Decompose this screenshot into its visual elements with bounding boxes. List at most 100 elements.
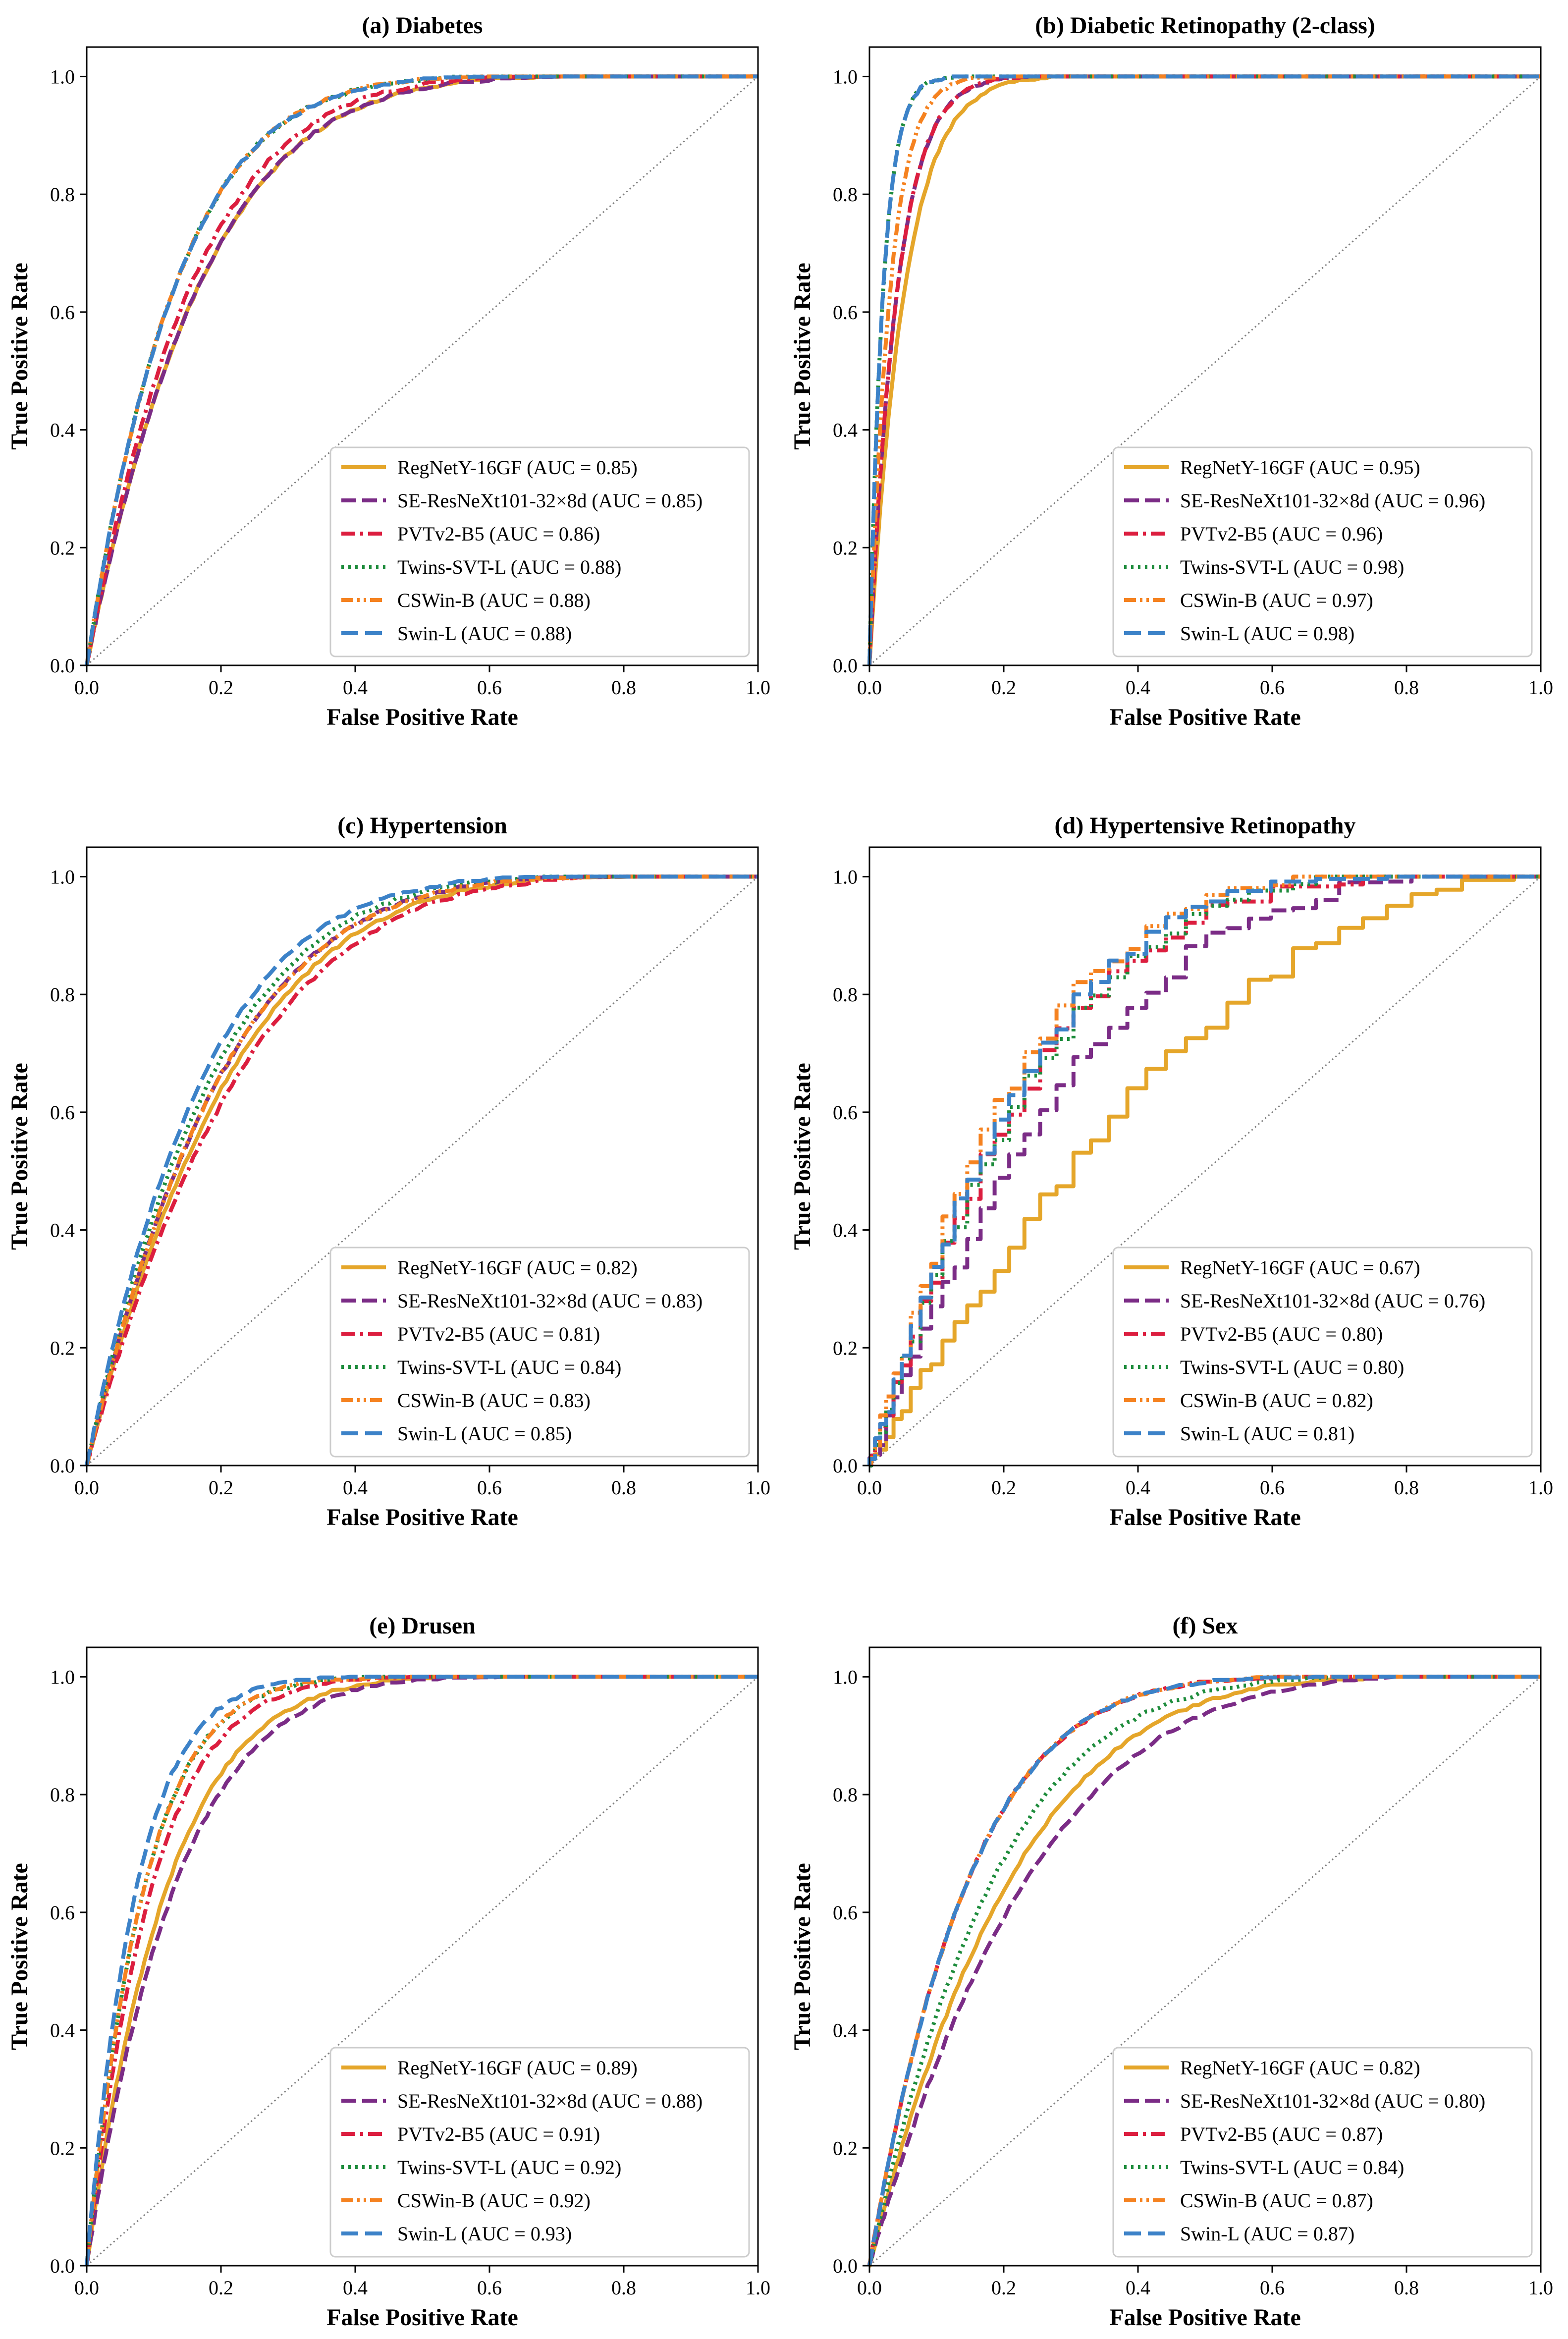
legend-box: [1112, 1247, 1533, 1458]
y-tick-label: 0.0: [50, 654, 75, 677]
legend-entry-label: CSWin-B (AUC = 0.82): [1180, 1389, 1373, 1412]
legend-entry-label: RegNetY-16GF (AUC = 0.67): [1180, 1256, 1420, 1279]
y-tick-label: 0.0: [833, 654, 858, 677]
roc-panel-5: (f) Sex 0.0 0.2 0.4 0.6 0.8 1.0 0.0 0.2 0.4 0.6 0.8…: [789, 1613, 1553, 2331]
legend-entry-label: CSWin-B (AUC = 0.83): [397, 1389, 591, 1412]
x-axis-label: False Positive Rate: [1109, 1504, 1301, 1530]
legend-entry-label: Swin-L (AUC = 0.87): [1180, 2223, 1354, 2245]
chance-diagonal-line: [869, 76, 1541, 666]
x-tick-label: 1.0: [746, 1476, 770, 1499]
legend-entry-label: RegNetY-16GF (AUC = 0.85): [397, 456, 638, 479]
roc-curve-twins-svt-l: [867, 1675, 1541, 2266]
x-tick-label: 0.2: [209, 676, 233, 699]
legend-entry-label: PVTv2-B5 (AUC = 0.86): [397, 523, 600, 545]
x-tick-label: 0.8: [611, 676, 636, 699]
x-tick-label: 0.0: [857, 1476, 882, 1499]
legend-entry-label: PVTv2-B5 (AUC = 0.87): [1180, 2123, 1383, 2145]
plot-frame: [868, 846, 1542, 1467]
x-tick-label: 0.4: [1126, 676, 1150, 699]
legend-box: [1112, 2047, 1533, 2258]
y-tick-label: 0.2: [833, 537, 858, 559]
x-tick-label: 0.2: [209, 2277, 233, 2299]
chance-diagonal-line: [869, 876, 1541, 1467]
y-tick-label: 1.0: [50, 65, 75, 88]
legend-entry-label: Swin-L (AUC = 0.81): [1180, 1422, 1354, 1445]
roc-curve-twins-svt-l: [869, 874, 1541, 1468]
legend-entry-label: PVTv2-B5 (AUC = 0.81): [397, 1323, 600, 1345]
x-tick-label: 1.0: [1528, 2277, 1553, 2299]
x-tick-label: 0.6: [1260, 1476, 1285, 1499]
chart-title: (d) Hypertensive Retinopathy: [1055, 813, 1356, 839]
x-tick-label: 0.6: [1260, 676, 1285, 699]
y-tick-label: 0.2: [50, 537, 75, 559]
roc-curve-cswin-b: [85, 1675, 758, 2266]
chart-title: (f) Sex: [1173, 1613, 1238, 1639]
x-tick-label: 1.0: [746, 2277, 770, 2299]
legend-entry-label: SE-ResNeXt101-32×8d (AUC = 0.96): [1180, 490, 1485, 512]
y-tick-label: 0.2: [50, 2137, 75, 2159]
y-tick-label: 0.8: [833, 1784, 858, 1806]
roc-curve-se-resnext101-32-8d: [867, 874, 1541, 1466]
x-tick-label: 0.6: [477, 1476, 502, 1499]
x-tick-label: 0.8: [1394, 1476, 1419, 1499]
legend-entry-label: SE-ResNeXt101-32×8d (AUC = 0.85): [397, 490, 703, 512]
chance-diagonal-line: [86, 76, 758, 666]
chart-title: (c) Hypertension: [337, 813, 507, 839]
roc-panel-3: (d) Hypertensive Retinopathy 0.0 0.2 0.4 0.6…: [789, 813, 1553, 1530]
y-tick-label: 0.8: [50, 183, 75, 206]
chance-diagonal-line: [869, 1676, 1541, 2267]
y-tick-label: 0.2: [833, 1337, 858, 1359]
x-tick-label: 1.0: [1528, 1476, 1553, 1499]
y-axis-label: True Positive Rate: [6, 263, 33, 450]
x-axis-label: False Positive Rate: [1109, 2304, 1301, 2331]
x-tick-label: 0.6: [477, 2277, 502, 2299]
y-axis-label: True Positive Rate: [789, 263, 815, 450]
y-tick-label: 0.6: [50, 301, 75, 324]
y-tick-label: 0.2: [833, 2137, 858, 2159]
legend-entry-label: PVTv2-B5 (AUC = 0.96): [1180, 523, 1383, 545]
x-tick-label: 0.8: [1394, 676, 1419, 699]
chance-diagonal-line: [86, 876, 758, 1467]
y-tick-label: 0.6: [50, 1101, 75, 1124]
y-tick-label: 1.0: [833, 1666, 858, 1688]
chart-title: (e) Drusen: [369, 1613, 476, 1639]
y-tick-label: 0.8: [833, 183, 858, 206]
legend-entry-label: RegNetY-16GF (AUC = 0.89): [397, 2057, 638, 2079]
legend-entry-label: CSWin-B (AUC = 0.92): [397, 2189, 591, 2212]
legend-entry-label: SE-ResNeXt101-32×8d (AUC = 0.88): [397, 2090, 703, 2112]
x-tick-label: 0.0: [74, 676, 99, 699]
y-tick-label: 0.6: [833, 301, 858, 324]
y-tick-label: 0.6: [50, 1902, 75, 1924]
roc-curve-swin-l: [85, 874, 758, 1466]
y-tick-label: 0.8: [833, 983, 858, 1006]
plot-frame: [868, 46, 1542, 666]
legend-entry-label: PVTv2-B5 (AUC = 0.91): [397, 2123, 600, 2145]
legend-entry-label: Swin-L (AUC = 0.93): [397, 2223, 572, 2245]
legend-entry-label: SE-ResNeXt101-32×8d (AUC = 0.80): [1180, 2090, 1485, 2112]
roc-curve-swin-l: [85, 1675, 758, 2267]
legend-entry-label: CSWin-B (AUC = 0.88): [397, 589, 591, 611]
y-tick-label: 0.4: [50, 419, 75, 441]
y-axis-label: True Positive Rate: [789, 1063, 815, 1250]
legend-entry-label: RegNetY-16GF (AUC = 0.95): [1180, 456, 1420, 479]
x-tick-label: 0.2: [991, 2277, 1016, 2299]
x-axis-label: False Positive Rate: [326, 1504, 518, 1530]
x-tick-label: 0.4: [1126, 1476, 1150, 1499]
y-tick-label: 1.0: [833, 65, 858, 88]
roc-curve-pvtv2-b5: [85, 874, 758, 1466]
legend-entry-label: RegNetY-16GF (AUC = 0.82): [1180, 2057, 1420, 2079]
x-tick-label: 0.8: [611, 1476, 636, 1499]
y-tick-label: 1.0: [50, 866, 75, 888]
legend-box: [1112, 446, 1533, 657]
legend-entry-label: Twins-SVT-L (AUC = 0.84): [1180, 2156, 1404, 2178]
plot-frame: [86, 1646, 759, 2267]
roc-curve-swin-l: [867, 874, 1541, 1466]
legend-box: [329, 1247, 750, 1458]
chance-diagonal-line: [86, 1676, 758, 2267]
y-tick-label: 0.4: [833, 1219, 858, 1242]
x-tick-label: 1.0: [746, 676, 770, 699]
x-axis-label: False Positive Rate: [1109, 704, 1301, 730]
x-tick-label: 0.8: [611, 2277, 636, 2299]
x-tick-label: 0.2: [991, 676, 1016, 699]
legend-entry-label: RegNetY-16GF (AUC = 0.82): [397, 1256, 638, 1279]
